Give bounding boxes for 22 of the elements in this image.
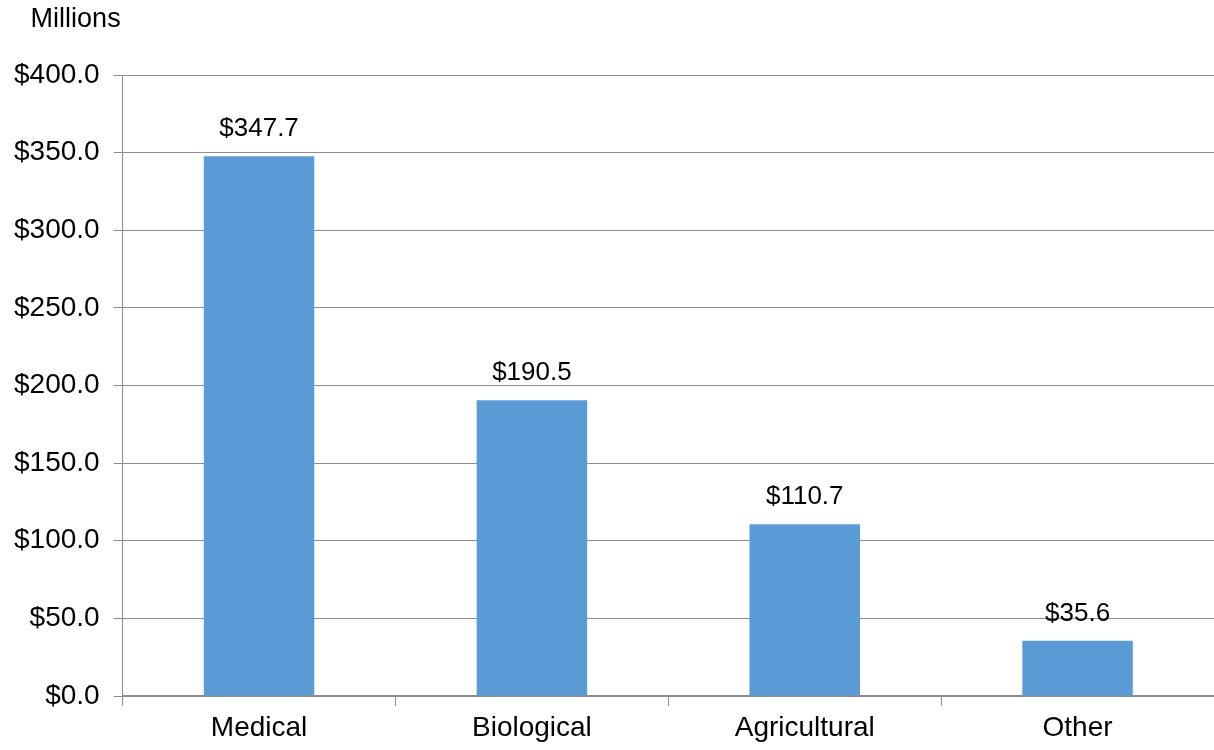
y-tick-label: $200.0 (14, 368, 100, 400)
y-tick-label: $150.0 (14, 445, 100, 477)
bar (203, 156, 315, 696)
x-tick-label: Agricultural (734, 710, 875, 742)
y-tick-label: $50.0 (29, 601, 100, 633)
x-tick-label: Other (1042, 710, 1113, 742)
bar (1022, 640, 1133, 696)
y-tick-label: $350.0 (14, 135, 100, 167)
data-label: $190.5 (492, 356, 572, 387)
y-tick-label: $100.0 (14, 523, 100, 555)
y-tick-label: $400.0 (14, 57, 100, 89)
y-tick-label: $300.0 (14, 212, 100, 244)
y-tick-label: $250.0 (14, 290, 100, 322)
y-axis-title: Millions (30, 3, 121, 34)
bar (749, 524, 860, 696)
bar (476, 400, 588, 696)
data-label: $35.6 (1045, 596, 1111, 627)
data-label: $110.7 (765, 480, 844, 511)
x-tick-label: Biological (471, 710, 592, 742)
y-tick-label: $0.0 (45, 678, 100, 710)
x-tick-label: Medical (210, 710, 308, 742)
data-label: $347.7 (219, 112, 299, 143)
